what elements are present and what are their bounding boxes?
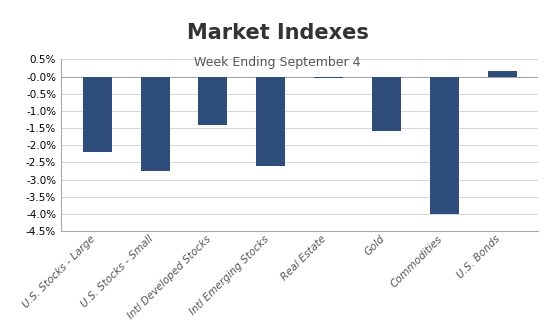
- Bar: [83, 77, 112, 152]
- Text: Week Ending September 4: Week Ending September 4: [194, 56, 361, 69]
- Bar: [488, 71, 517, 77]
- Bar: [199, 77, 228, 125]
- Bar: [140, 77, 169, 171]
- Text: Market Indexes: Market Indexes: [186, 23, 369, 43]
- Bar: [314, 77, 343, 78]
- Bar: [256, 77, 285, 166]
- Bar: [430, 77, 459, 214]
- Bar: [372, 77, 401, 131]
